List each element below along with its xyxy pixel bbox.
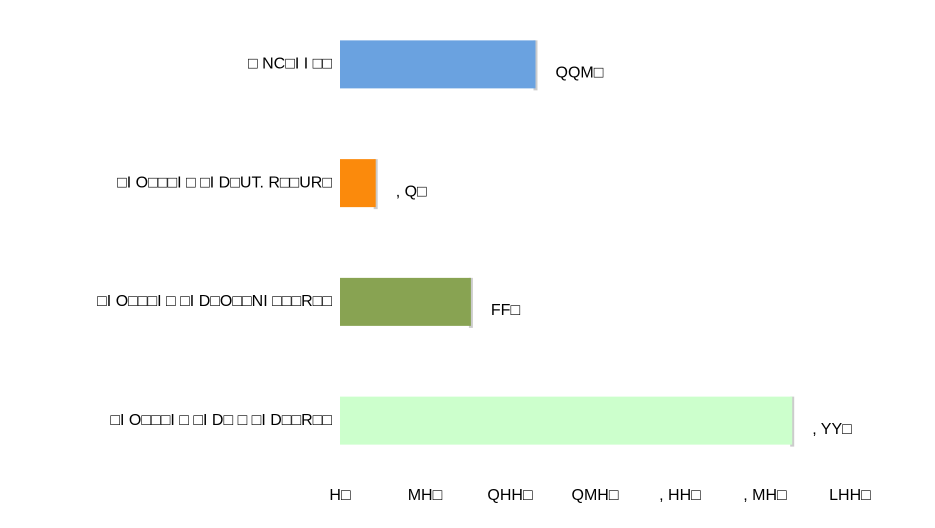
y-tick-label: □I O□□□I □ □I D□O□□NI □□□R□□ xyxy=(97,293,332,310)
value-label: FF□ xyxy=(491,302,521,319)
x-tick-label: QHH□ xyxy=(487,487,533,504)
x-tick-label: , MH□ xyxy=(743,487,787,504)
value-label: , YY□ xyxy=(812,421,852,438)
bar xyxy=(340,277,471,326)
x-tick-label: MH□ xyxy=(408,487,443,504)
x-tick-label: H□ xyxy=(329,487,351,504)
bar xyxy=(340,159,376,208)
x-tick-label: QMH□ xyxy=(572,487,619,504)
y-tick-label: □I O□□□I □ □I D□UT. R□□UR□ xyxy=(117,174,332,191)
x-tick-label: LHH□ xyxy=(829,487,871,504)
value-label: QQM□ xyxy=(556,65,604,82)
bar xyxy=(340,40,536,89)
bar xyxy=(340,396,793,445)
y-tick-label: □I O□□□I □ □I D□ □ □I D□□R□□ xyxy=(110,412,332,429)
x-tick-label: , HH□ xyxy=(659,487,701,504)
value-label: , Q□ xyxy=(396,183,427,200)
y-tick-label: □ NC□I I □□ xyxy=(248,56,332,73)
